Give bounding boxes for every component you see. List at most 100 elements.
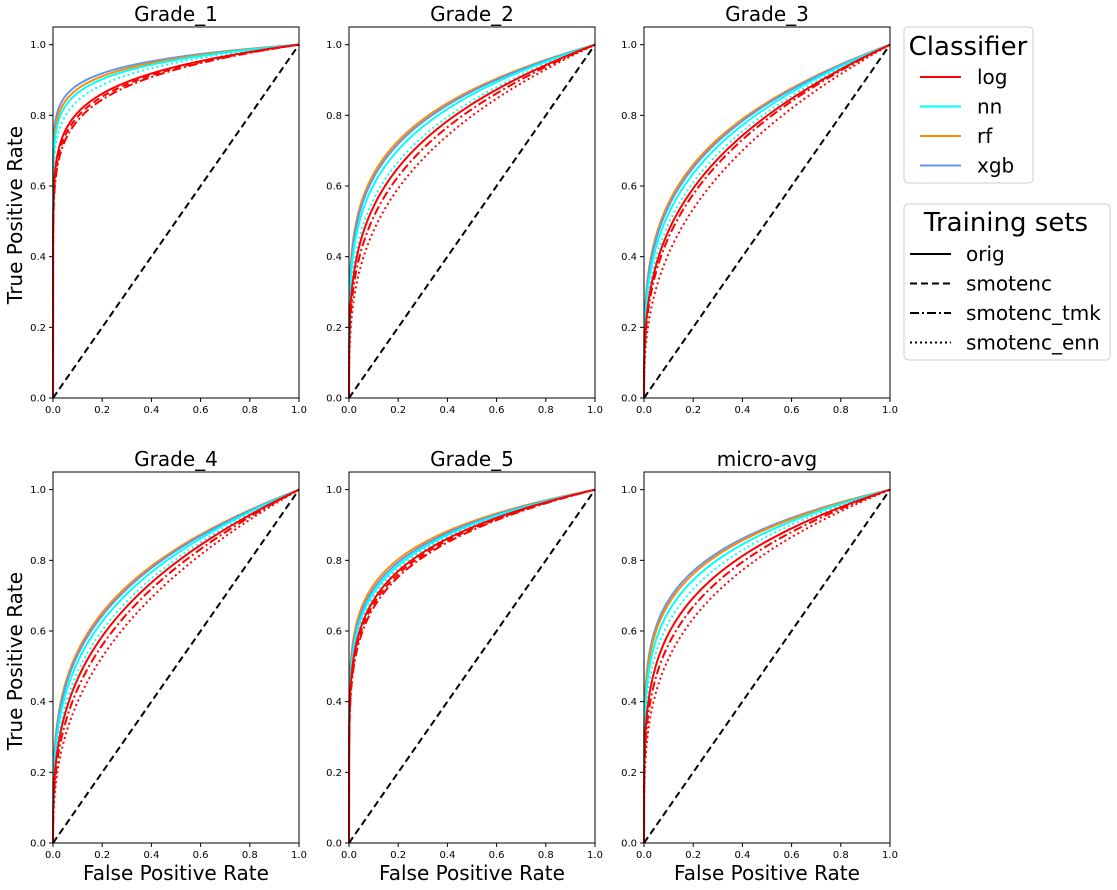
classifier-legend: Classifier log nn rf xgb	[903, 26, 1034, 184]
legend-label-smotenc: smotenc	[966, 272, 1052, 296]
y-tick-label: 0.0	[30, 839, 46, 850]
x-tick-label: 0.2	[685, 850, 701, 861]
x-tick-label: 0.6	[489, 405, 505, 416]
roc-curve-xgb-orig	[348, 43, 596, 399]
y-tick-label: 0.2	[30, 323, 46, 334]
x-tick-label: 0.4	[439, 405, 455, 416]
ylabel-top-row: True Positive Rate	[3, 126, 27, 305]
y-tick-label: 0.4	[326, 252, 342, 263]
roc-curve-log-smotenc_tmk	[52, 488, 300, 844]
x-tick-label: 0.0	[341, 405, 357, 416]
x-tick-label: 0.4	[734, 405, 750, 416]
y-tick-label: 0.8	[30, 556, 46, 567]
panel-title: Grade_2	[430, 2, 514, 26]
roc-curve-xgb-orig	[52, 488, 300, 844]
roc-curve-log-orig	[348, 43, 596, 399]
panel-title: Grade_4	[134, 447, 218, 471]
roc-curve-nn-smotenc_enn	[52, 43, 300, 399]
y-tick-label: 0.6	[326, 182, 342, 193]
y-tick-label: 1.0	[326, 485, 342, 496]
x-tick-label: 0.6	[784, 405, 800, 416]
x-tick-label: 1.0	[587, 850, 603, 861]
legend-label-rf: rf	[977, 124, 993, 148]
panel-title: Grade_1	[134, 2, 218, 26]
x-tick-label: 0.4	[734, 850, 750, 861]
y-tick-label: 0.6	[326, 627, 342, 638]
y-tick-label: 0.8	[326, 556, 342, 567]
ylabel-bottom-row: True Positive Rate	[3, 572, 27, 751]
legend-label-smotenc_tmk: smotenc_tmk	[966, 301, 1101, 325]
roc-curve-nn-smotenc_enn	[643, 43, 891, 399]
roc-curve-log-smotenc_enn	[52, 488, 300, 844]
x-tick-label: 0.2	[94, 850, 110, 861]
x-tick-label: 0.6	[193, 850, 209, 861]
x-tick-label: 1.0	[882, 850, 898, 861]
chance-diagonal	[643, 489, 891, 844]
x-tick-label: 0.6	[784, 850, 800, 861]
roc-curve-log-smotenc_tmk	[348, 43, 596, 399]
x-tick-label: 1.0	[291, 850, 307, 861]
y-tick-label: 0.6	[30, 182, 46, 193]
y-tick-label: 1.0	[326, 40, 342, 51]
panel-title: Grade_5	[430, 447, 514, 471]
x-tick-label: 0.2	[94, 405, 110, 416]
roc-curve-log-orig	[52, 488, 300, 844]
y-tick-label: 1.0	[621, 40, 637, 51]
x-tick-label: 0.0	[636, 405, 652, 416]
legend-label-smotenc_enn: smotenc_enn	[966, 331, 1100, 355]
x-tick-label: 0.0	[45, 405, 61, 416]
y-tick-label: 1.0	[30, 485, 46, 496]
x-tick-label: 0.6	[193, 405, 209, 416]
legend-label-log: log	[977, 65, 1008, 89]
x-tick-label: 0.8	[242, 850, 258, 861]
x-tick-label: 0.8	[242, 405, 258, 416]
chance-diagonal	[52, 489, 300, 844]
axes-frame	[52, 26, 300, 399]
y-tick-label: 0.2	[30, 768, 46, 779]
axes-frame	[52, 471, 300, 844]
training-legend-title: Training sets	[923, 208, 1088, 238]
x-tick-label: 0.0	[45, 850, 61, 861]
training-legend: Training sets orig smotenc smotenc_tmksmot…	[903, 203, 1111, 361]
legend-label-xgb: xgb	[977, 154, 1014, 178]
x-tick-label: 0.8	[833, 405, 849, 416]
axes-frame	[643, 26, 891, 399]
roc-curve-nn-orig	[643, 488, 891, 844]
roc-panel-grade-2: Grade_2 0.00.0 0.2 0.2 0.4 0.4 0.6 0.6 0.8 0.8 1.0…	[326, 2, 603, 416]
x-tick-label: 1.0	[291, 405, 307, 416]
y-tick-label: 0.8	[621, 556, 637, 567]
roc-curve-log-orig	[643, 488, 891, 844]
roc-panel-micro-avg: micro-avg 0.00.0 0.2 0.2 0.4 0.4 0.6 0.6 0.8 0.8 1…	[621, 447, 898, 885]
y-tick-label: 0.2	[621, 323, 637, 334]
legend-label-nn: nn	[977, 95, 1002, 119]
y-tick-label: 0.6	[621, 627, 637, 638]
panel-title: Grade_3	[725, 2, 809, 26]
x-tick-label: 1.0	[587, 405, 603, 416]
x-tick-label: 0.8	[538, 405, 554, 416]
roc-curve-nn-orig	[348, 488, 596, 844]
x-tick-label: 0.2	[390, 405, 406, 416]
y-tick-label: 0.0	[30, 394, 46, 405]
y-tick-label: 0.4	[326, 697, 342, 708]
chance-diagonal	[52, 44, 300, 399]
roc-curve-log-smotenc_enn	[348, 43, 596, 399]
x-tick-label: 0.8	[538, 850, 554, 861]
x-tick-label: 0.8	[833, 850, 849, 861]
legend-label-orig: orig	[966, 242, 1005, 266]
y-tick-label: 0.2	[326, 768, 342, 779]
y-tick-label: 0.4	[621, 252, 637, 263]
chance-diagonal	[643, 44, 891, 399]
x-tick-label: 0.4	[143, 850, 159, 861]
axes-frame	[348, 26, 596, 399]
x-axis-label: False Positive Rate	[379, 861, 565, 885]
roc-curve-nn-orig	[348, 43, 596, 399]
y-tick-label: 0.0	[621, 394, 637, 405]
training-legend-entries: orig smotenc smotenc_tmk smotenc_enn	[910, 242, 1101, 355]
y-tick-label: 0.0	[326, 839, 342, 850]
roc-curve-nn-orig	[643, 43, 891, 399]
y-tick-label: 0.0	[326, 394, 342, 405]
y-tick-label: 0.8	[621, 111, 637, 122]
y-tick-label: 0.6	[30, 627, 46, 638]
classifier-legend-entries: log nn rf xgb	[920, 65, 1014, 178]
